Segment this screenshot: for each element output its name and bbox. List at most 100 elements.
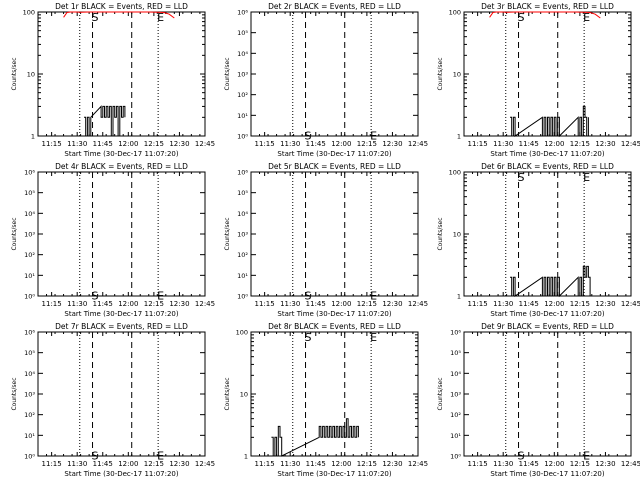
y-axis-label: Counts/sec [11,217,18,250]
y-tick-label: 10³ [237,231,248,239]
y-tick-label: 10⁰ [24,293,35,301]
y-tick-label: 10⁶ [237,169,248,177]
y-tick-label: 10¹ [24,432,35,440]
y-tick-label: 1 [244,453,248,461]
y-tick-label: 10 [240,391,248,399]
x-tick-label: 12:15 [570,460,590,468]
x-tick-label: 12:30 [169,300,189,308]
x-axis-label: Start Time (30-Dec-17 11:07:20) [64,310,178,318]
y-axis-label: Counts/sec [437,377,444,410]
y-axis-label: Counts/sec [11,377,18,410]
x-tick-label: 11:45 [519,300,539,308]
end-marker-label: E [583,11,590,24]
x-tick-label: 12:30 [595,140,615,148]
x-tick-label: 11:45 [519,460,539,468]
x-tick-label: 12:15 [144,140,164,148]
panel-det-5r: Det 5r BLACK = Events, RED = LLD Counts/s… [224,162,428,318]
plot-frame [37,331,206,457]
start-marker-label: S [518,450,525,463]
y-tick-label: 10³ [450,391,461,399]
y-tick-label: 10⁴ [450,370,461,378]
y-tick-label: 1 [457,133,461,141]
start-marker-label: S [92,11,99,24]
y-tick-label: 10⁴ [24,210,35,218]
panel-title: Det 8r BLACK = Events, RED = LLD [268,322,401,331]
events-series-line [510,105,589,138]
x-tick-label: 12:15 [144,300,164,308]
y-tick-label: 10⁰ [24,453,35,461]
x-tick-label: 11:15 [468,460,488,468]
y-axis-label: Counts/sec [224,217,231,250]
y-tick-label: 10⁰ [237,133,248,141]
end-marker-label: E [157,11,164,24]
panel-det-7r: Det 7r BLACK = Events, RED = LLD Counts/s… [11,322,215,478]
y-tick-label: 100 [236,329,248,337]
end-marker-label: E [370,130,377,143]
x-tick-label: 11:30 [493,300,513,308]
y-axis-label: Counts/sec [224,377,231,410]
panel-title: Det 5r BLACK = Events, RED = LLD [268,162,401,171]
y-tick-label: 100 [449,9,461,17]
x-tick-label: 11:30 [67,300,87,308]
x-tick-label: 11:15 [255,300,275,308]
y-tick-label: 10¹ [450,432,461,440]
y-tick-label: 10⁰ [450,453,461,461]
panel-det-1r: Det 1r BLACK = Events, RED = LLD Counts/s… [11,2,215,158]
x-tick-label: 12:00 [544,460,564,468]
end-marker-label: E [583,450,590,463]
x-tick-label: 12:00 [331,460,351,468]
y-tick-label: 1 [457,293,461,301]
x-tick-label: 11:30 [280,300,300,308]
x-tick-label: 12:30 [169,140,189,148]
panel-det-8r: Det 8r BLACK = Events, RED = LLD Counts/s… [224,322,428,478]
x-tick-label: 12:00 [544,140,564,148]
y-tick-label: 10⁴ [24,370,35,378]
x-tick-label: 11:30 [280,460,300,468]
y-tick-label: 10⁶ [24,329,35,337]
plot-frame [37,171,206,297]
x-tick-label: 11:45 [519,140,539,148]
x-tick-label: 12:00 [118,140,138,148]
x-tick-label: 11:45 [306,300,326,308]
end-marker-label: E [157,290,164,303]
x-axis-label: Start Time (30-Dec-17 11:07:20) [64,150,178,158]
panel-title: Det 6r BLACK = Events, RED = LLD [481,162,614,171]
events-series-line [510,265,591,298]
y-tick-label: 10⁶ [237,9,248,17]
panel-det-6r: Det 6r BLACK = Events, RED = LLD Counts/s… [437,162,640,318]
x-tick-label: 12:45 [408,460,428,468]
x-axis-label: Start Time (30-Dec-17 11:07:20) [490,470,604,478]
x-tick-label: 11:30 [67,460,87,468]
x-tick-label: 11:15 [42,460,62,468]
x-tick-label: 12:15 [570,300,590,308]
lld-series-line [489,11,601,19]
panel-title: Det 3r BLACK = Events, RED = LLD [481,2,614,11]
y-tick-label: 10¹ [237,112,248,120]
x-tick-label: 11:30 [493,140,513,148]
x-tick-label: 11:30 [67,140,87,148]
x-tick-label: 11:30 [493,460,513,468]
start-marker-label: S [305,331,312,344]
x-tick-label: 12:00 [118,300,138,308]
y-tick-label: 10⁴ [237,210,248,218]
x-tick-label: 12:30 [169,460,189,468]
panel-det-9r: Det 9r BLACK = Events, RED = LLD Counts/s… [437,322,640,478]
y-tick-label: 1 [31,133,35,141]
x-tick-label: 12:45 [621,140,640,148]
x-tick-label: 12:00 [331,300,351,308]
y-tick-label: 10⁵ [24,349,35,357]
x-axis-label: Start Time (30-Dec-17 11:07:20) [64,470,178,478]
x-tick-label: 11:15 [42,140,62,148]
y-tick-label: 10⁶ [450,329,461,337]
y-tick-label: 10 [453,71,461,79]
plot-frame [250,11,419,137]
panel-det-3r: Det 3r BLACK = Events, RED = LLD Counts/s… [437,2,640,158]
x-tick-label: 12:45 [408,140,428,148]
end-marker-label: E [583,171,590,184]
x-tick-label: 12:00 [331,140,351,148]
x-tick-label: 12:15 [357,140,377,148]
x-tick-label: 12:30 [382,300,402,308]
y-tick-label: 10 [27,71,35,79]
x-tick-label: 11:15 [42,300,62,308]
x-tick-label: 11:45 [93,460,113,468]
